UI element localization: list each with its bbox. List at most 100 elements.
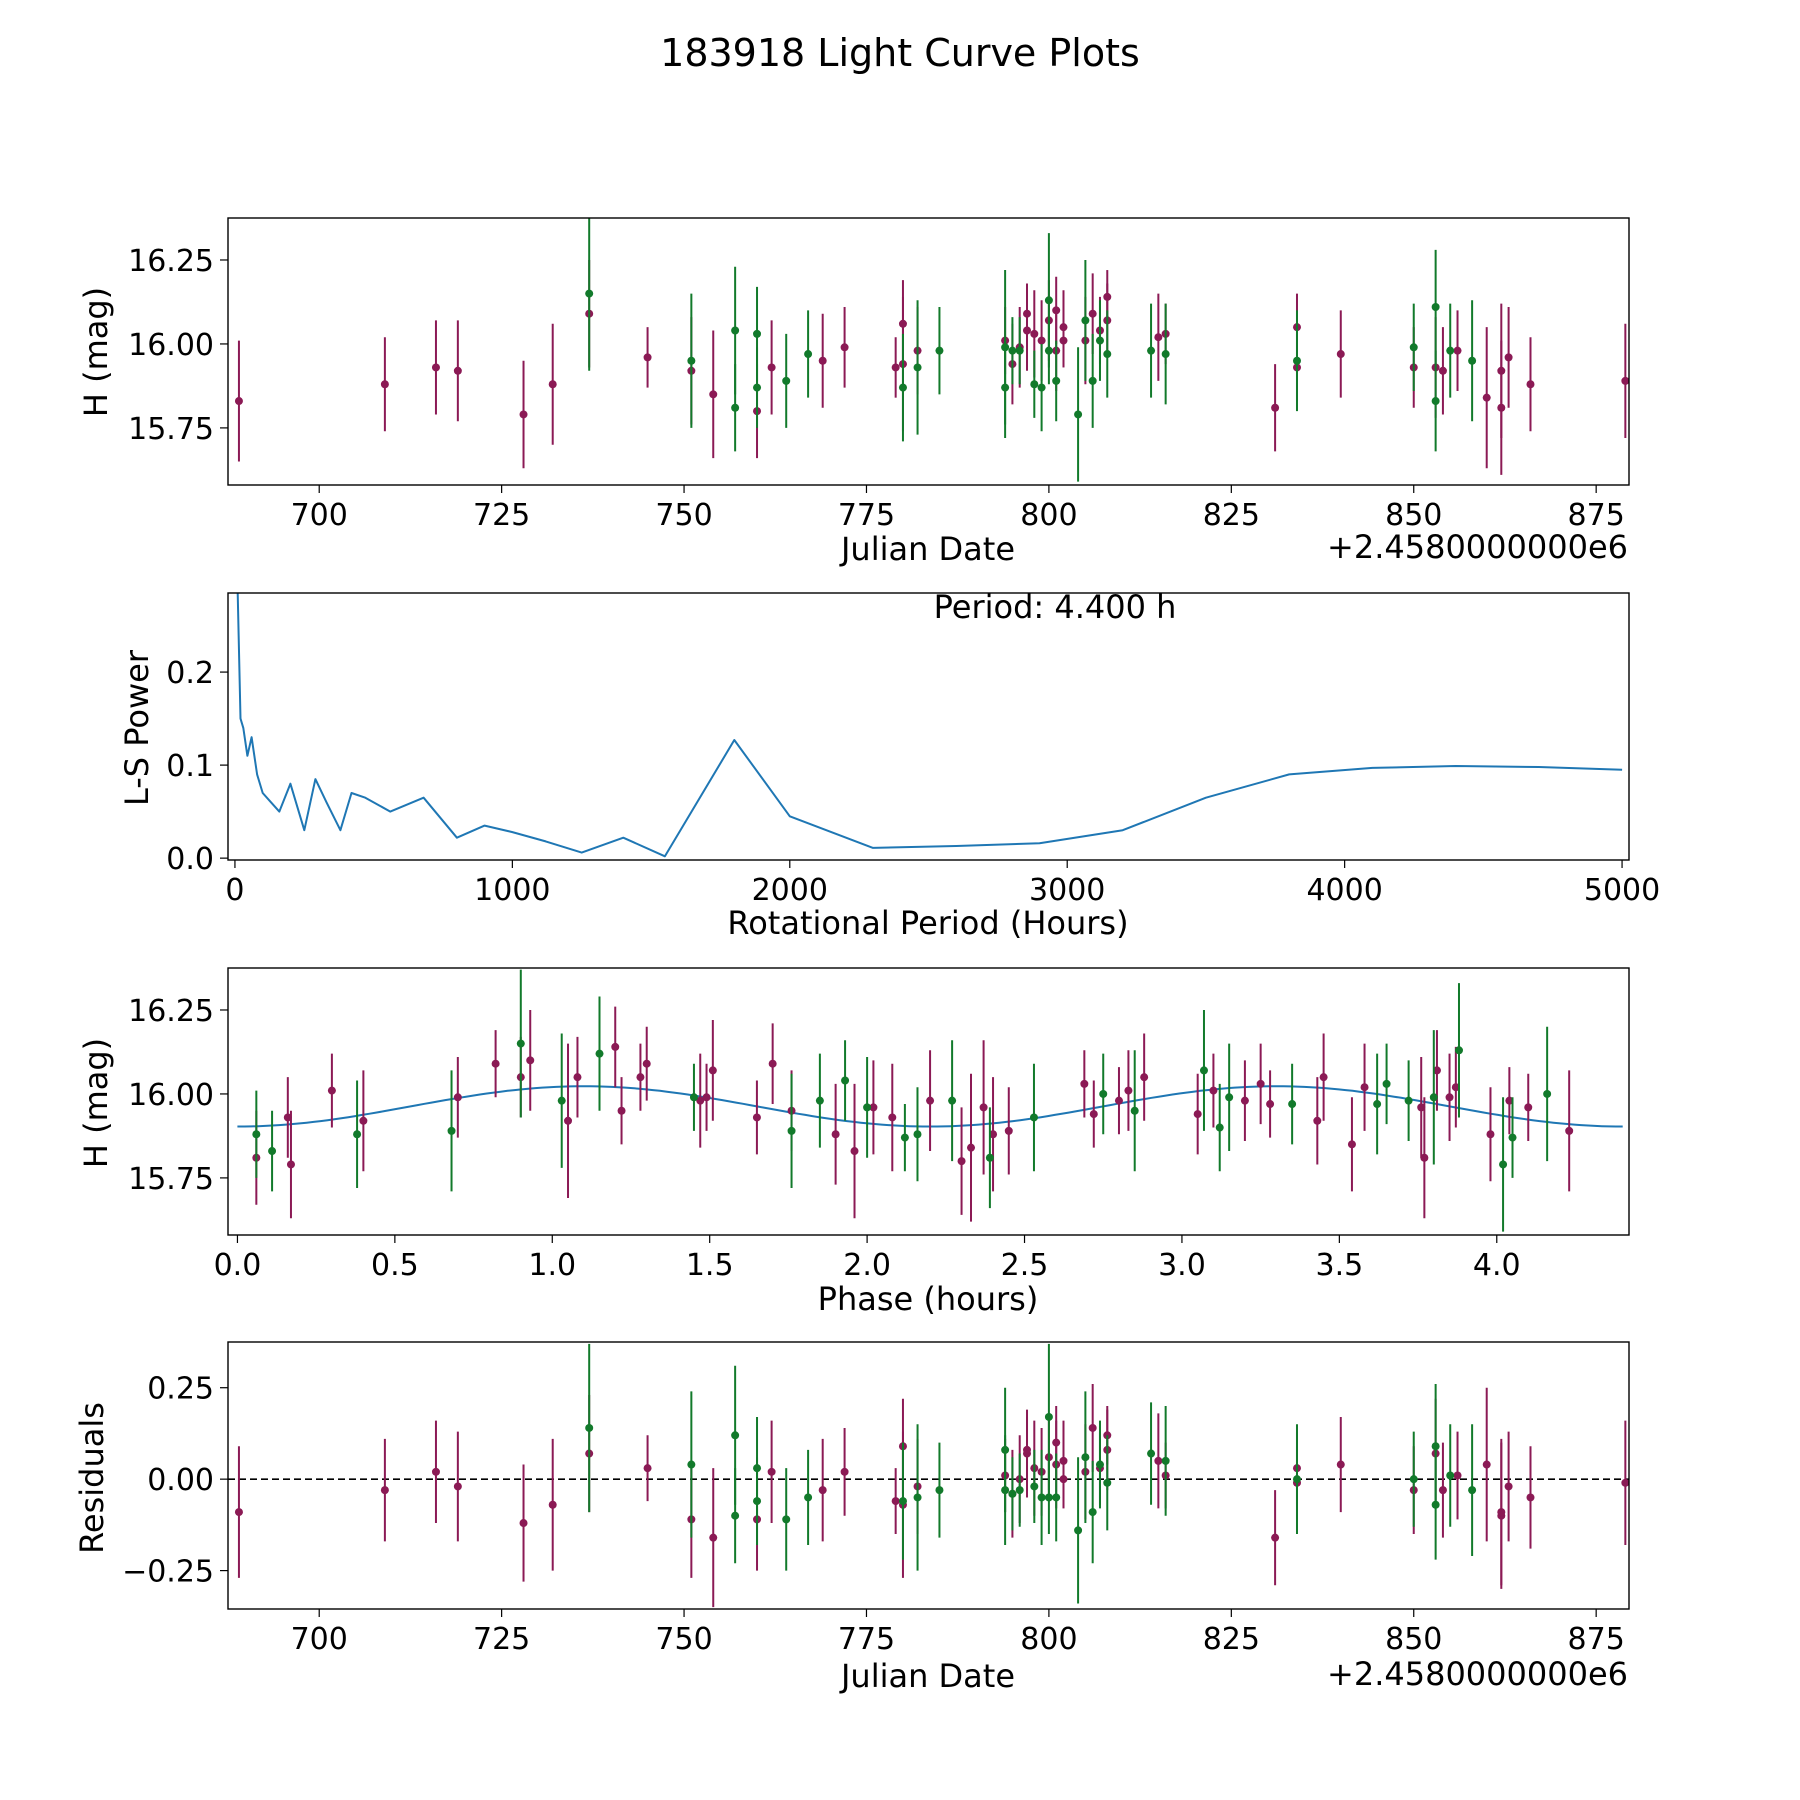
residuals-xtick-label: 775 [838, 1622, 895, 1657]
lightcurve-xtick-label: 775 [838, 498, 895, 533]
phased-filter-a-point [1240, 1096, 1249, 1105]
residuals-xtick-label: 700 [291, 1622, 348, 1657]
residuals-filter-b-point [1446, 1471, 1455, 1480]
phased-filter-a-point [1114, 1096, 1123, 1105]
phased-filter-a-point [453, 1093, 462, 1102]
phased-xtick-label: 0.0 [214, 1248, 262, 1283]
phased-filter-a-point [359, 1116, 368, 1125]
phased-filter-b-point [985, 1153, 994, 1162]
periodogram-xlabel: Rotational Period (Hours) [727, 904, 1128, 942]
phased-filter-a-point [1417, 1103, 1426, 1112]
residuals-filter-b-point [731, 1511, 740, 1520]
phased-filter-a-point [1505, 1096, 1514, 1105]
lightcurve-filter-a-point [1088, 309, 1097, 318]
lightcurve-filter-b-point [1409, 343, 1418, 352]
residuals-filter-a-point [767, 1467, 776, 1476]
lightcurve-filter-a-point [1497, 366, 1506, 375]
phased-filter-a-point [831, 1130, 840, 1139]
lightcurve-filter-a-point [1037, 336, 1046, 345]
residuals-filter-a-point [643, 1464, 652, 1473]
residuals-filter-b-point [913, 1493, 922, 1502]
phased-filter-b-point [787, 1126, 796, 1135]
lightcurve-filter-b-point [753, 329, 762, 338]
periodogram-frame [227, 592, 1630, 861]
lightcurve-filter-a-point [840, 343, 849, 352]
residuals-filter-b-point [1088, 1508, 1097, 1517]
phased-filter-b-point [815, 1096, 824, 1105]
lightcurve-filter-b-point [1468, 356, 1477, 365]
lightcurve-filter-b-point [1044, 296, 1053, 305]
residuals-filter-b-point [1015, 1486, 1024, 1495]
lightcurve-filter-b-point [1292, 356, 1301, 365]
phased-filter-b-point [1215, 1123, 1224, 1132]
phased-ylabel: H (mag) [77, 1038, 115, 1168]
phased-filter-b-point [1225, 1093, 1234, 1102]
lightcurve-filter-a-point [1103, 292, 1112, 301]
phased-filter-a-point [888, 1113, 897, 1122]
phased-xtick-label: 3.5 [1315, 1248, 1363, 1283]
lightcurve-xtick-label: 700 [291, 498, 348, 533]
periodogram-ytick-label: 0.0 [166, 842, 214, 877]
phased-filter-a-point [957, 1157, 966, 1166]
residuals-filter-b-point [1037, 1493, 1046, 1502]
lightcurve-filter-a-point [1453, 346, 1462, 355]
lightcurve-filter-a-point [891, 363, 900, 372]
periodogram-xtick-label: 4000 [1306, 873, 1382, 908]
phased-filter-a-point [1313, 1116, 1322, 1125]
lightcurve-ytick-label: 16.00 [128, 328, 214, 363]
phased-xtick-label: 2.0 [843, 1248, 891, 1283]
phased-filter-b-point [516, 1039, 525, 1048]
phased-ytick-label: 15.75 [128, 1162, 214, 1197]
residuals-xtick-label: 875 [1568, 1622, 1625, 1657]
panel-phased: 0.0 0.5 1.0 1.5 2.0 2.5 3.0 3.5 4.0 15.75 16.00 16.… [77, 967, 1630, 1318]
lightcurve-filter-a-point [1023, 309, 1032, 318]
lightcurve-filter-b-point [1052, 376, 1061, 385]
residuals-filter-a-point [431, 1467, 440, 1476]
phased-filter-a-point [1124, 1086, 1133, 1095]
phased-filter-b-point [1382, 1079, 1391, 1088]
lightcurve-filter-a-point [767, 363, 776, 372]
residuals-filter-b-point [1074, 1526, 1083, 1535]
lightcurve-filter-a-point [1336, 350, 1345, 359]
phased-filter-b-point [268, 1147, 277, 1156]
lightcurve-filter-a-point [1504, 353, 1513, 362]
residuals-filter-b-point [1052, 1493, 1061, 1502]
lightcurve-filter-b-point [687, 356, 696, 365]
lightcurve-filter-b-point [1044, 346, 1053, 355]
phased-filter-b-point [948, 1096, 957, 1105]
residuals-filter-b-point [1001, 1445, 1010, 1454]
residuals-filter-b-point [1161, 1456, 1170, 1465]
phased-filter-b-point [900, 1133, 909, 1142]
residuals-filter-a-point [840, 1467, 849, 1476]
phased-filter-a-point [1266, 1100, 1275, 1109]
lightcurve-filter-b-point [1446, 346, 1455, 355]
phased-ytick-label: 16.00 [128, 1078, 214, 1113]
residuals-xtick-label: 750 [655, 1622, 712, 1657]
phased-filter-a-point [636, 1073, 645, 1082]
phased-filter-a-point [1319, 1073, 1328, 1082]
residuals-filter-b-point [1468, 1486, 1477, 1495]
lightcurve-filter-a-point [1154, 333, 1163, 342]
phased-filter-a-point [1524, 1103, 1533, 1112]
residuals-filter-b-point [687, 1460, 696, 1469]
phased-filter-a-point [617, 1106, 626, 1115]
phased-filter-a-point [491, 1059, 500, 1068]
phased-filter-a-point [850, 1147, 859, 1156]
residuals-filter-a-point [818, 1486, 827, 1495]
phased-filter-a-point [979, 1103, 988, 1112]
panel-periodogram: 0 1000 2000 3000 4000 5000 0.0 0.1 0.2 Rotationa… [118, 588, 1660, 942]
residuals-filter-b-point [1095, 1460, 1104, 1469]
residuals-filter-a-point [1621, 1478, 1629, 1487]
residuals-ytick-label: 0.25 [147, 1372, 214, 1407]
lightcurve-filter-a-point [709, 390, 718, 399]
phased-filter-a-point [1209, 1086, 1218, 1095]
phased-filter-a-point [869, 1103, 878, 1112]
phased-filter-a-point [926, 1096, 935, 1105]
residuals-filter-a-point [1059, 1475, 1068, 1484]
lightcurve-filter-a-point [1059, 336, 1068, 345]
phased-filter-b-point [1029, 1113, 1038, 1122]
phased-filter-b-point [353, 1130, 362, 1139]
residuals-filter-b-point [1081, 1453, 1090, 1462]
lightcurve-filter-a-point [380, 380, 389, 389]
